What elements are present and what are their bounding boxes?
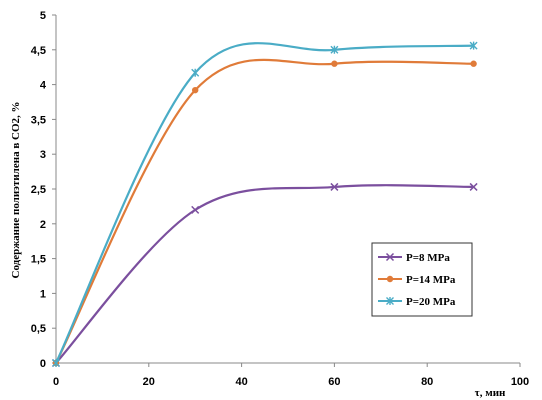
x-tick-label: 20: [143, 376, 155, 388]
legend-label: P=14 MPa: [406, 274, 456, 286]
series-line: [55, 58, 474, 364]
series-group: [51, 41, 478, 368]
legend-label: P=20 MPa: [406, 296, 456, 308]
data-point: [191, 68, 200, 77]
x-tick-label: 100: [511, 376, 529, 388]
legend: P=8 MPa P=14 MPa P=20 MPa: [371, 242, 473, 317]
x-tick-label: 0: [53, 376, 59, 388]
legend-label: P=8 MPa: [406, 252, 450, 264]
legend-swatch-marker: [385, 252, 395, 262]
data-point: [331, 60, 338, 67]
data-point: [469, 41, 478, 50]
y-tick-label: 2: [40, 219, 46, 231]
ticks: 0 0,5 1 1,5 2 2,5 3 3,5 4 4,5 5 0 20 40 60 80 100: [31, 10, 529, 388]
series-line: [55, 184, 474, 364]
series-3: [52, 41, 478, 367]
y-tick-label: 2,5: [31, 184, 46, 196]
y-tick-label: 1,5: [31, 254, 46, 266]
x-axis-title: τ, мин: [475, 387, 506, 399]
x-tick-label: 60: [328, 376, 340, 388]
data-point: [191, 205, 200, 214]
x-tick-label: 40: [235, 376, 247, 388]
y-tick-label: 1: [40, 288, 46, 300]
y-axis-title: Содержание полиэтилена в СО2, %: [10, 101, 22, 278]
x-tick-label: 80: [421, 376, 433, 388]
y-tick-label: 4,5: [31, 45, 46, 57]
series-line: [55, 42, 474, 364]
legend-swatch-marker: [386, 275, 394, 283]
y-tick-label: 3: [40, 149, 46, 161]
data-point: [52, 359, 60, 367]
y-tick-label: 5: [40, 10, 46, 22]
data-point: [192, 86, 199, 94]
y-tick-label: 4: [40, 80, 47, 92]
data-point: [330, 182, 339, 191]
data-point: [469, 182, 478, 191]
y-tick-label: 0,5: [31, 323, 46, 335]
data-point: [470, 60, 477, 67]
data-point: [330, 45, 339, 54]
legend-swatch-marker: [386, 297, 394, 305]
y-tick-label: 0: [40, 358, 46, 370]
y-tick-label: 3,5: [31, 114, 46, 126]
series-2: [52, 58, 477, 367]
